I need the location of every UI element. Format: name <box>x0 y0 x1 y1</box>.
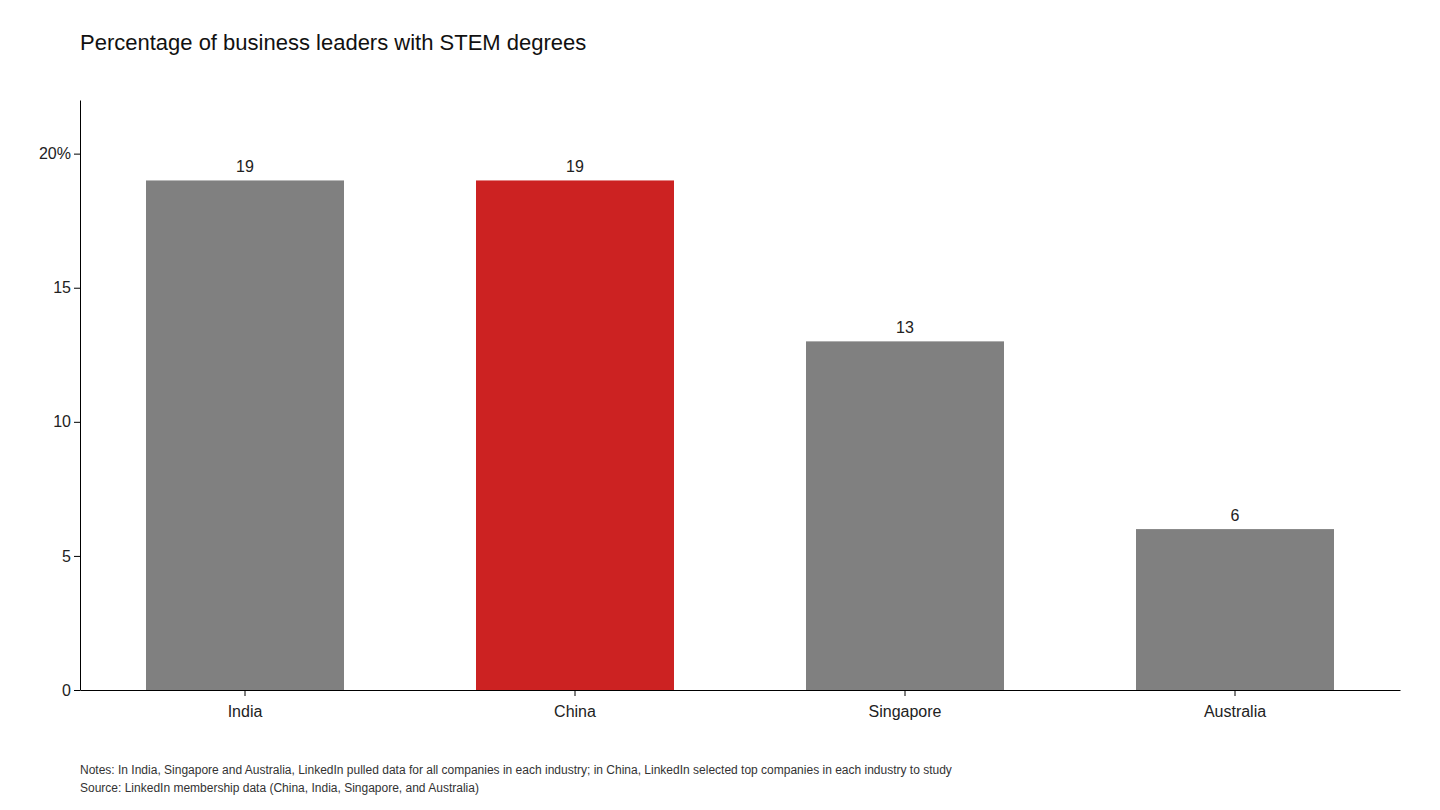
notes: Notes: In India, Singapore and Australia… <box>80 763 952 795</box>
x-tick: India <box>228 690 263 720</box>
x-tick-mark <box>1235 690 1236 696</box>
title: Percentage of business leaders with STEM… <box>80 30 586 55</box>
y-tick: 0 <box>62 682 80 699</box>
y-tick-mark <box>74 154 80 155</box>
bar <box>806 341 1004 690</box>
bar <box>476 180 674 690</box>
x-tick-mark <box>575 690 576 696</box>
plot-area: 05101520%IndiaChinaSingaporeAustralia191… <box>39 101 1401 720</box>
x-axis: India China Singapore Australia <box>81 690 1401 720</box>
x-axis-line <box>81 690 1401 691</box>
y-tick: 5 <box>62 548 80 565</box>
y-axis: 0 5 10 15 20% <box>39 101 81 699</box>
data-label: 19 <box>236 158 254 175</box>
note: Notes: In India, Singapore and Australia… <box>80 763 952 777</box>
y-tick-label: 0 <box>62 682 71 699</box>
y-tick: 15 <box>53 279 80 296</box>
x-tick: Australia <box>1204 690 1266 720</box>
x-tick-label: Australia <box>1204 703 1266 720</box>
x-tick-label: India <box>228 703 263 720</box>
y-tick-mark <box>74 690 80 691</box>
bar <box>146 180 344 690</box>
bar <box>1136 529 1334 690</box>
data-label: 13 <box>896 319 914 336</box>
x-tick: Singapore <box>869 690 942 720</box>
y-axis-line <box>80 101 81 691</box>
x-tick-label: Singapore <box>869 703 942 720</box>
y-tick: 10 <box>53 413 80 430</box>
bars <box>146 180 1334 690</box>
y-tick-mark <box>74 288 80 289</box>
x-tick-mark <box>245 690 246 696</box>
y-tick-label: 20% <box>39 145 71 162</box>
y-tick-label: 15 <box>53 279 71 296</box>
x-tick-label: China <box>554 703 596 720</box>
y-tick-mark <box>74 556 80 557</box>
y-tick-label: 10 <box>53 413 71 430</box>
y-tick: 20% <box>39 145 80 162</box>
note: Source: LinkedIn membership data (China,… <box>80 781 479 795</box>
data-labels: 19 19 13 6 <box>236 158 1239 524</box>
data-label: 19 <box>566 158 584 175</box>
data-label: 6 <box>1231 507 1240 524</box>
chart: 05101520%IndiaChinaSingaporeAustralia191… <box>0 0 1440 810</box>
y-tick-mark <box>74 422 80 423</box>
x-tick: China <box>554 690 596 720</box>
x-tick-mark <box>905 690 906 696</box>
y-tick-label: 5 <box>62 548 71 565</box>
